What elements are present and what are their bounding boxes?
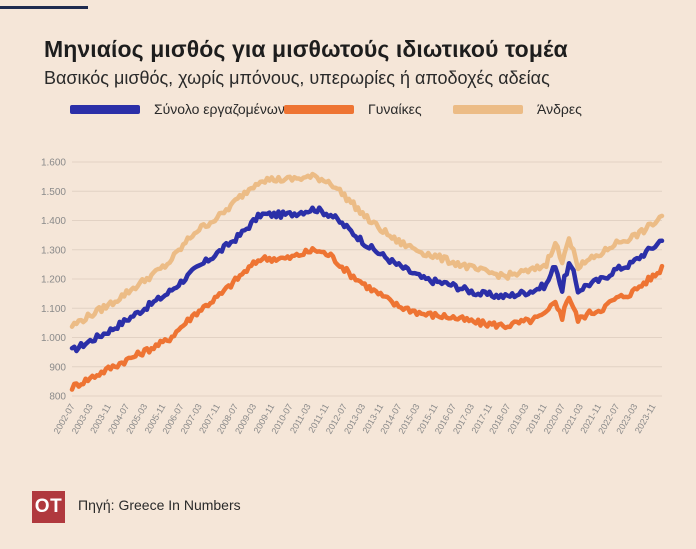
y-tick-label: 900 bbox=[49, 362, 66, 373]
line-chart: 800 900 1.000 1.100 1.200 1.300 1.400 1.500 1.60… bbox=[41, 158, 665, 436]
y-tick-label: 1.500 bbox=[41, 187, 66, 198]
legend-label-men: Άνδρες bbox=[537, 101, 582, 117]
legend-swatch-total bbox=[70, 104, 140, 114]
series-line-1 bbox=[69, 246, 665, 392]
brand-logo: OT bbox=[32, 491, 65, 523]
chart-title: Μηνιαίος μισθός για μισθωτούς ιδιωτικού … bbox=[44, 36, 568, 62]
source-note: Πηγή: Greece In Numbers bbox=[78, 497, 241, 513]
y-tick-label: 1.100 bbox=[41, 304, 66, 315]
y-tick-label: 1.400 bbox=[41, 216, 66, 227]
legend-label-total: Σύνολο εργαζομένων bbox=[154, 101, 285, 117]
chart-subtitle: Βασικός μισθός, χωρίς μπόνους, υπερωρίες… bbox=[44, 68, 550, 88]
legend-swatch-men bbox=[453, 104, 523, 114]
y-tick-label: 1.600 bbox=[41, 158, 66, 169]
legend-item-total: Σύνολο εργαζομένων bbox=[70, 101, 285, 117]
legend-item-men: Άνδρες bbox=[453, 101, 582, 117]
series-line-0 bbox=[69, 205, 665, 354]
y-tick-label: 1.000 bbox=[41, 333, 66, 344]
legend-swatch-women bbox=[284, 104, 354, 114]
legend-item-women: Γυναίκες bbox=[284, 101, 422, 117]
legend-label-women: Γυναίκες bbox=[368, 101, 422, 117]
series-line-2 bbox=[69, 171, 665, 329]
y-tick-label: 1.200 bbox=[41, 275, 66, 286]
y-tick-label: 800 bbox=[49, 392, 66, 403]
top-accent-bar bbox=[0, 6, 88, 9]
y-tick-label: 1.300 bbox=[41, 245, 66, 256]
